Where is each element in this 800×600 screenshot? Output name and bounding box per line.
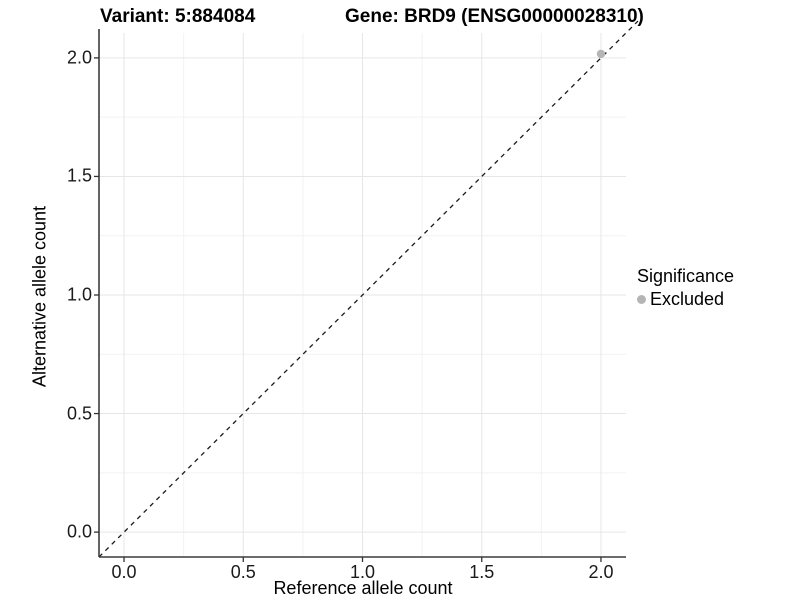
y-tick-label: 0.5 [66,403,92,424]
plot-title-variant: Variant: 5:884084 [100,6,256,27]
y-axis-title: Alternative allele count [29,205,50,388]
x-tick-label: 1.0 [349,562,376,582]
x-tick-label: 1.5 [469,562,495,582]
legend-point-icon [637,295,646,304]
legend: Significance Excluded [637,266,734,310]
y-tick-label: 1.5 [66,165,92,186]
x-tick-label: 0.5 [230,562,256,582]
identity-dashed-line [98,20,639,558]
legend-title: Significance [637,266,735,286]
legend-item-excluded: Excluded [637,289,734,310]
y-tick-label: 2.0 [66,47,92,68]
x-tick-label: 0.0 [111,562,137,582]
y-tick-label: 1.0 [66,284,92,305]
y-tick-label: 0.0 [66,521,92,542]
legend-item-label: Excluded [650,289,725,309]
plot-title-gene: Gene: BRD9 (ENSG00000028310) [345,6,644,27]
x-tick-label: 2.0 [588,562,614,582]
data-point-excluded [596,49,606,59]
x-axis-title: Reference allele count [273,578,453,598]
